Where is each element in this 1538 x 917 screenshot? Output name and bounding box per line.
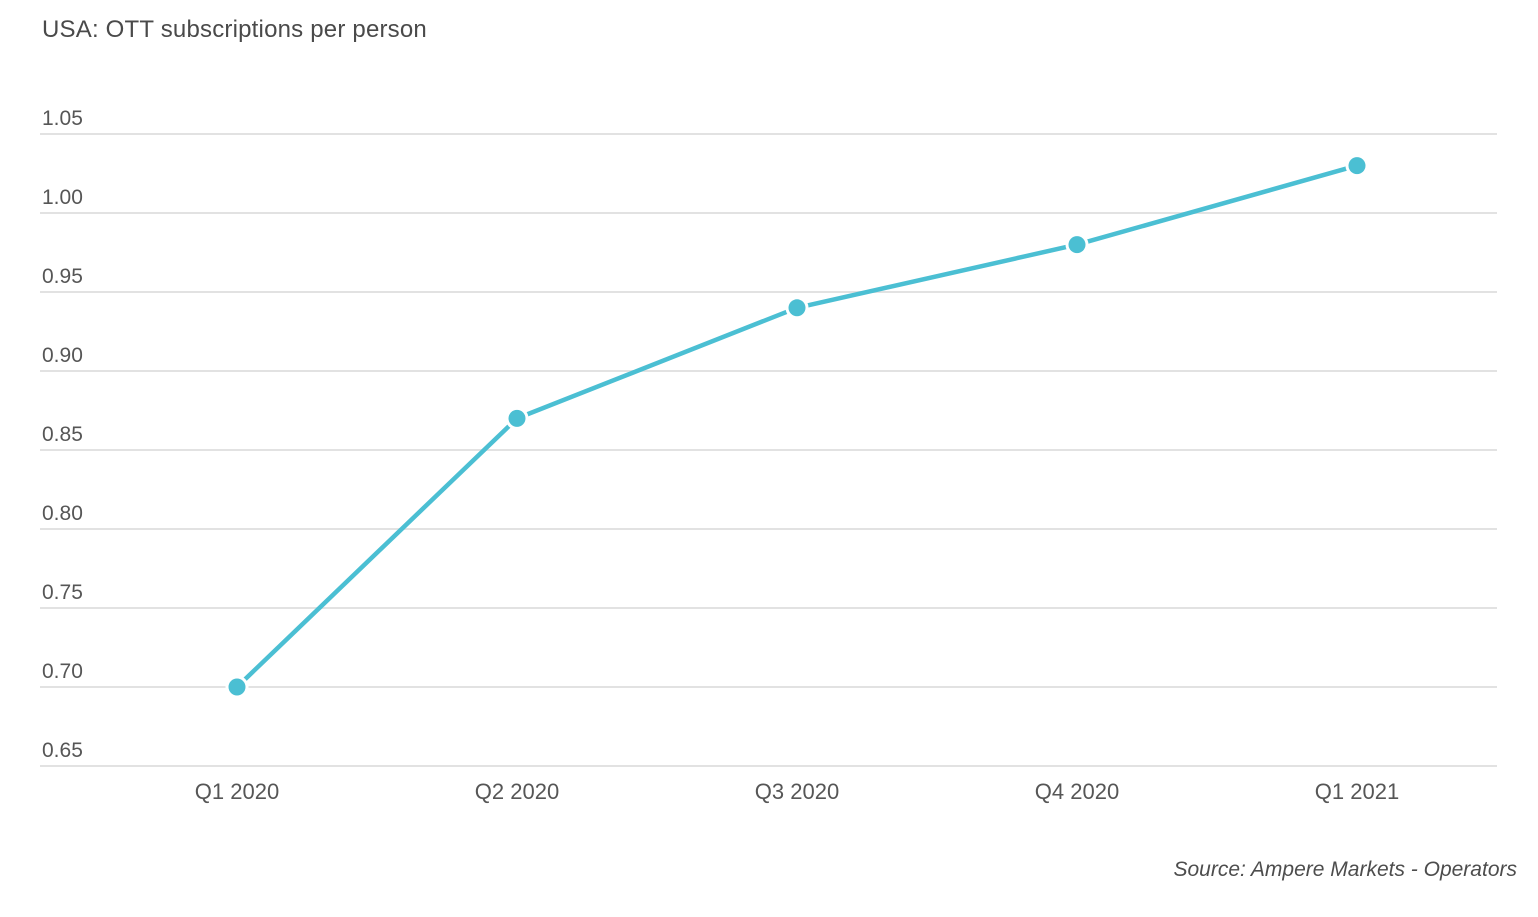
x-tick-label: Q1 2020 xyxy=(195,779,279,804)
source-note: Source: Ampere Markets - Operators xyxy=(1173,858,1517,881)
y-tick-label: 0.65 xyxy=(42,739,83,762)
data-point xyxy=(1068,236,1086,254)
y-tick-label: 1.00 xyxy=(42,186,83,209)
x-tick-label: Q1 2021 xyxy=(1315,779,1399,804)
data-point xyxy=(508,409,526,427)
x-tick-label: Q3 2020 xyxy=(755,779,839,804)
x-tick-label: Q2 2020 xyxy=(475,779,559,804)
y-tick-label: 0.75 xyxy=(42,581,83,604)
y-tick-label: 0.70 xyxy=(42,660,83,683)
x-tick-label: Q4 2020 xyxy=(1035,779,1119,804)
y-tick-label: 0.80 xyxy=(42,502,83,525)
data-point xyxy=(228,678,246,696)
y-tick-label: 0.95 xyxy=(42,265,83,288)
data-point xyxy=(788,299,806,317)
data-point xyxy=(1348,157,1366,175)
y-tick-label: 0.90 xyxy=(42,344,83,367)
chart-title: USA: OTT subscriptions per person xyxy=(42,16,427,43)
y-tick-label: 1.05 xyxy=(42,107,83,130)
y-tick-label: 0.85 xyxy=(42,423,83,446)
